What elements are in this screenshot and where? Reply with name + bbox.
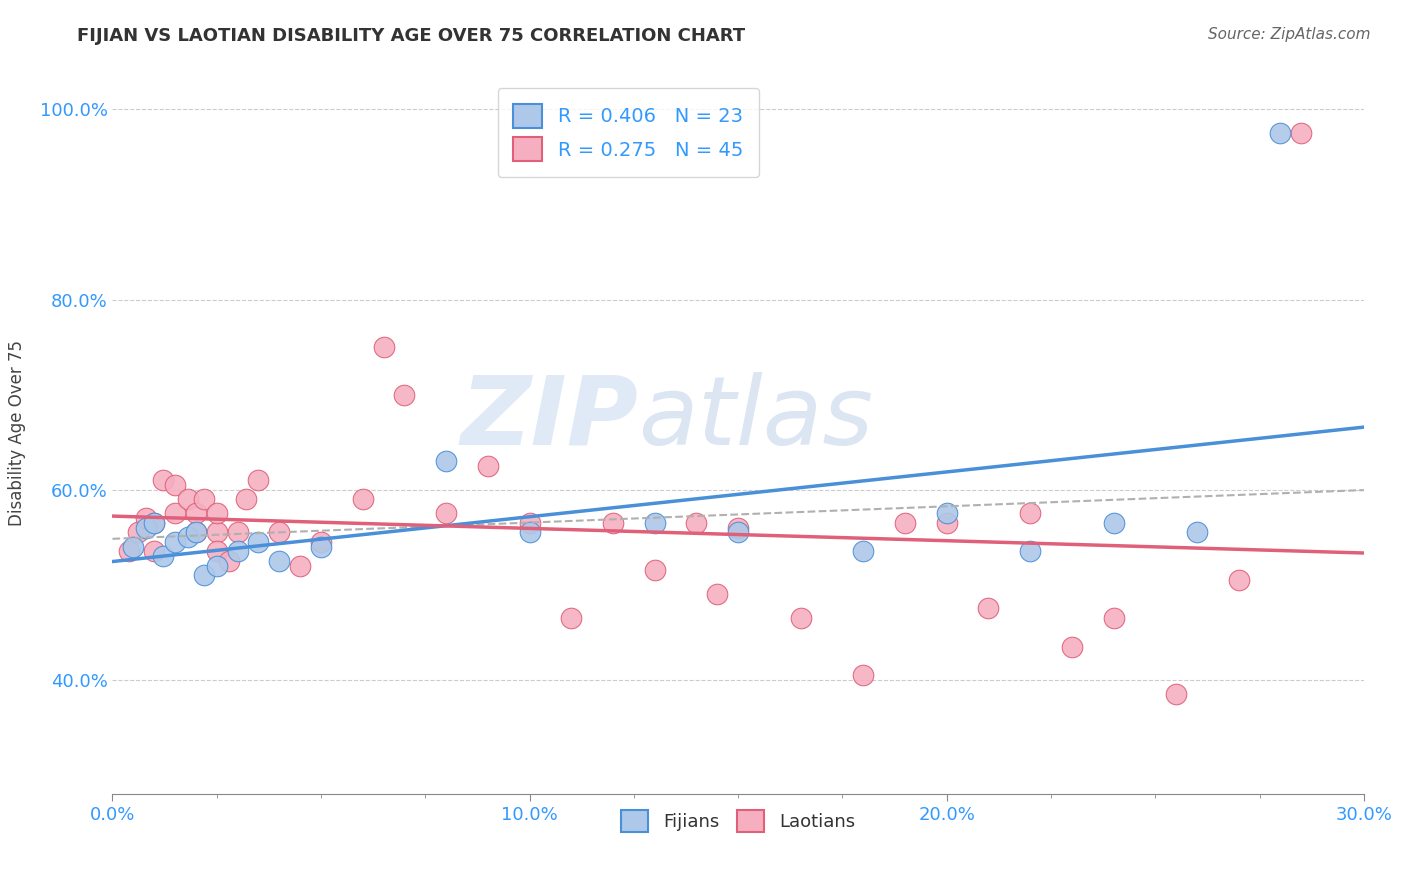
Fijians bbox=[1019, 544, 1042, 558]
Fijians bbox=[519, 525, 541, 540]
Laotians bbox=[184, 525, 207, 540]
Fijians bbox=[135, 521, 157, 535]
Laotians bbox=[163, 478, 186, 492]
Laotians bbox=[127, 525, 149, 540]
Fijians bbox=[193, 568, 215, 582]
Laotians bbox=[790, 611, 813, 625]
Laotians bbox=[894, 516, 917, 530]
Laotians bbox=[394, 387, 416, 401]
Fijians bbox=[852, 544, 875, 558]
Laotians bbox=[727, 521, 749, 535]
Laotians bbox=[226, 525, 249, 540]
Laotians bbox=[163, 507, 186, 521]
Laotians bbox=[309, 535, 332, 549]
Laotians bbox=[519, 516, 541, 530]
Fijians bbox=[434, 454, 457, 468]
Laotians bbox=[184, 507, 207, 521]
Laotians bbox=[1019, 507, 1042, 521]
Laotians bbox=[176, 492, 198, 507]
Laotians bbox=[477, 458, 499, 473]
Laotians bbox=[118, 544, 141, 558]
Fijians bbox=[205, 558, 228, 573]
Laotians bbox=[152, 473, 174, 487]
Laotians bbox=[143, 544, 166, 558]
Laotians bbox=[143, 516, 166, 530]
Fijians bbox=[143, 516, 166, 530]
Laotians bbox=[205, 525, 228, 540]
Laotians bbox=[205, 507, 228, 521]
Laotians bbox=[135, 511, 157, 525]
Laotians bbox=[977, 601, 1000, 615]
Laotians bbox=[644, 564, 666, 578]
Fijians bbox=[184, 525, 207, 540]
Laotians bbox=[685, 516, 707, 530]
Laotians bbox=[706, 587, 728, 601]
Laotians bbox=[935, 516, 957, 530]
Legend: Fijians, Laotians: Fijians, Laotians bbox=[614, 803, 862, 839]
Y-axis label: Disability Age Over 75: Disability Age Over 75 bbox=[7, 340, 25, 525]
Laotians bbox=[235, 492, 257, 507]
Laotians bbox=[269, 525, 291, 540]
Fijians bbox=[644, 516, 666, 530]
Fijians bbox=[269, 554, 291, 568]
Laotians bbox=[560, 611, 582, 625]
Laotians bbox=[1291, 126, 1313, 140]
Fijians bbox=[122, 540, 145, 554]
Laotians bbox=[373, 340, 395, 354]
Fijians bbox=[176, 530, 198, 544]
Fijians bbox=[727, 525, 749, 540]
Text: ZIP: ZIP bbox=[460, 372, 638, 465]
Fijians bbox=[1102, 516, 1125, 530]
Laotians bbox=[247, 473, 270, 487]
Laotians bbox=[290, 558, 312, 573]
Fijians bbox=[247, 535, 270, 549]
Text: FIJIAN VS LAOTIAN DISABILITY AGE OVER 75 CORRELATION CHART: FIJIAN VS LAOTIAN DISABILITY AGE OVER 75… bbox=[77, 27, 745, 45]
Laotians bbox=[193, 492, 215, 507]
Laotians bbox=[602, 516, 624, 530]
Laotians bbox=[852, 668, 875, 682]
Fijians bbox=[1270, 126, 1292, 140]
Laotians bbox=[1164, 687, 1187, 701]
Laotians bbox=[205, 544, 228, 558]
Laotians bbox=[1060, 640, 1083, 654]
Text: atlas: atlas bbox=[638, 372, 873, 465]
Fijians bbox=[226, 544, 249, 558]
Laotians bbox=[434, 507, 457, 521]
Fijians bbox=[935, 507, 957, 521]
Fijians bbox=[163, 535, 186, 549]
Fijians bbox=[309, 540, 332, 554]
Laotians bbox=[352, 492, 374, 507]
Fijians bbox=[152, 549, 174, 564]
Laotians bbox=[218, 554, 240, 568]
Fijians bbox=[1185, 525, 1208, 540]
Laotians bbox=[1102, 611, 1125, 625]
Text: Source: ZipAtlas.com: Source: ZipAtlas.com bbox=[1208, 27, 1371, 42]
Laotians bbox=[1227, 573, 1250, 587]
